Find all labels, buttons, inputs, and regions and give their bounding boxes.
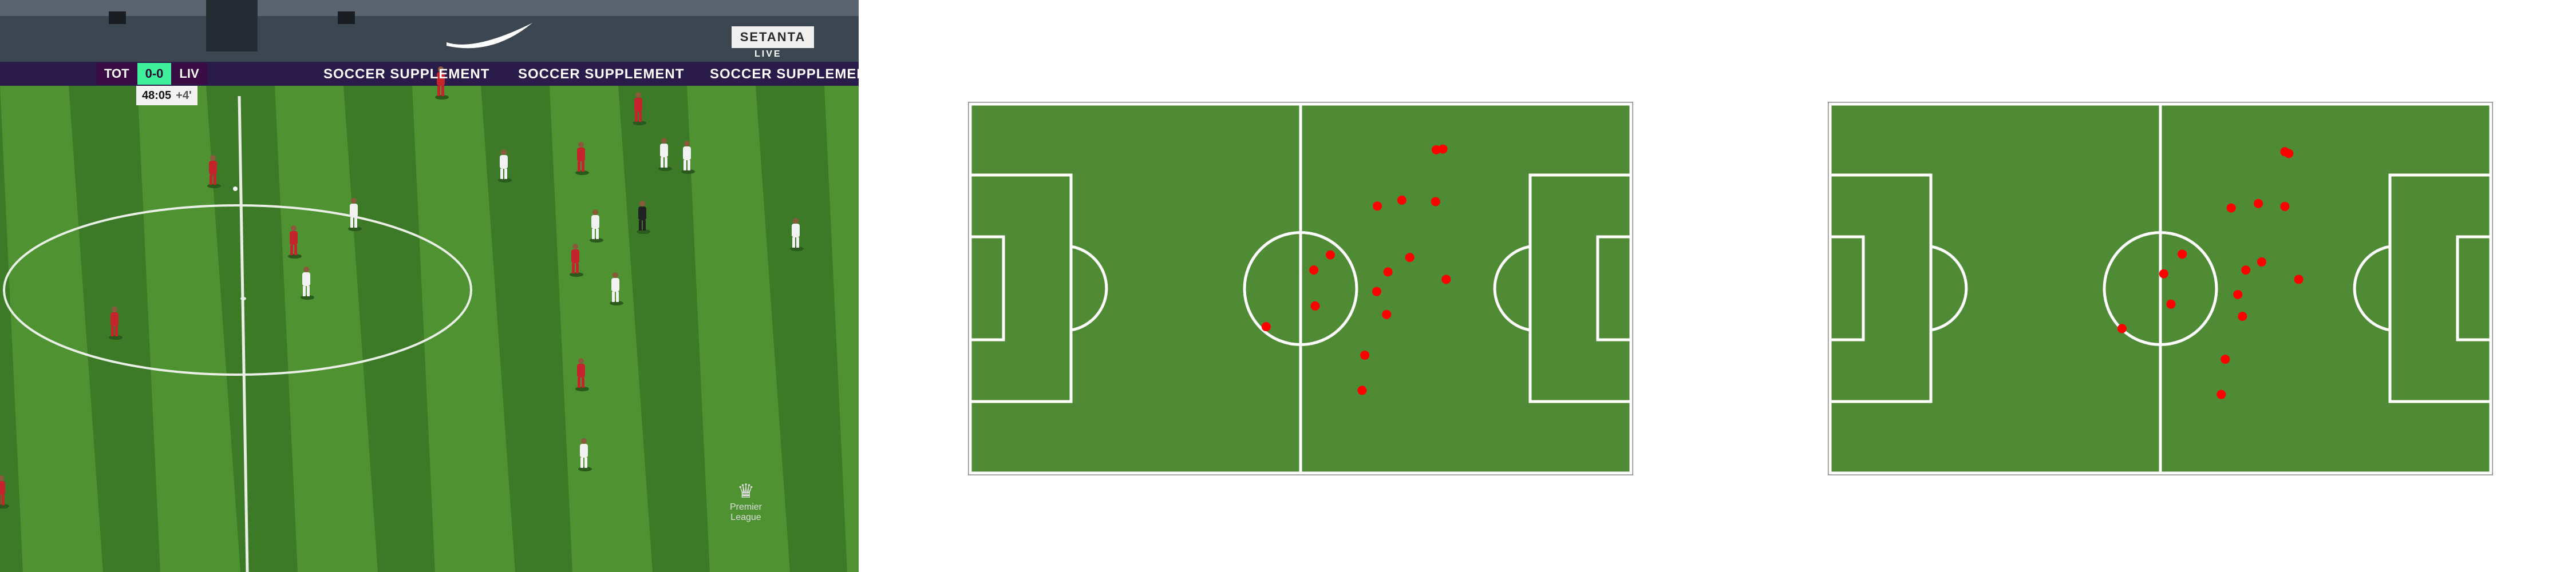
pitch-markings	[1828, 102, 2492, 475]
player-dot	[2178, 249, 2187, 259]
player-figure	[575, 358, 589, 391]
advertising-board-text: SOCCER SUPPLEMENT	[710, 66, 859, 82]
player-figure	[575, 142, 589, 175]
player-figure	[288, 225, 302, 259]
player-dot	[1431, 145, 1441, 154]
player-figure	[633, 92, 646, 125]
player-dot	[2166, 299, 2176, 309]
player-dot	[1431, 197, 1440, 206]
league-logo-text: Premier League	[729, 502, 762, 522]
grass-stripe	[550, 86, 653, 572]
player-figure	[681, 141, 695, 174]
broadcast-pitch-graphic	[0, 0, 859, 572]
player-figure	[0, 475, 9, 509]
player-dot	[1309, 265, 1319, 275]
tactical-map-2	[1828, 102, 2493, 475]
player-figure	[498, 149, 512, 182]
grass-stripe	[0, 86, 103, 572]
player-dot	[2254, 198, 2263, 208]
player-dot	[1383, 267, 1393, 277]
player-dot	[1438, 144, 1448, 154]
player-dot	[2257, 257, 2266, 267]
clock-time: 48:05	[142, 89, 172, 102]
broadcast-frame: SOCCER SUPPLEMENT SOCCER SUPPLEMENT SOCC…	[0, 0, 859, 572]
player-figure	[570, 244, 583, 277]
player-dot	[2280, 201, 2290, 211]
player-dot	[1372, 287, 1381, 296]
player-dot	[2294, 275, 2304, 284]
player-dot	[1382, 309, 1392, 319]
player-figure	[610, 272, 623, 305]
player-dot	[1441, 275, 1451, 284]
pitch-markings	[969, 102, 1633, 475]
home-team: TOT	[96, 63, 137, 85]
player-dot	[1310, 301, 1320, 311]
player-dot	[2117, 324, 2127, 333]
lion-icon: ♛	[737, 480, 755, 502]
player-figure	[637, 201, 650, 234]
player-dot	[2159, 269, 2168, 279]
player-figure	[590, 209, 603, 243]
player-dot	[2226, 203, 2236, 213]
player-dot	[1397, 195, 1406, 205]
player-dot	[1405, 253, 1415, 263]
player-dot	[2280, 147, 2290, 157]
player-dot	[2238, 312, 2247, 321]
score-bug: TOT 0-0 LIV	[96, 63, 207, 85]
advertising-board-text: SOCCER SUPPLEMENT	[518, 66, 685, 82]
score: 0-0	[137, 63, 172, 85]
player-dot	[1360, 350, 1370, 360]
player-dot	[1326, 250, 1336, 260]
tactical-map-1	[968, 102, 1633, 475]
player-figure	[578, 438, 592, 471]
player-dot	[2233, 289, 2243, 299]
ball	[233, 186, 238, 191]
added-time: +4'	[176, 89, 192, 102]
player-dot	[2217, 390, 2226, 399]
channel-badge: SETANTA	[732, 26, 814, 48]
player-dot	[1373, 201, 1382, 211]
grass-stripe	[824, 86, 859, 572]
live-tag: LIVE	[754, 49, 782, 59]
player-dot	[1261, 322, 1271, 332]
player-figure	[207, 155, 221, 188]
player-figure	[348, 198, 362, 231]
grass-stripe	[687, 86, 790, 572]
player-figure	[658, 138, 672, 171]
player-figure	[301, 267, 314, 300]
player-dot	[2241, 265, 2251, 275]
advertising-board-text: SOCCER SUPPLEMENT	[323, 66, 490, 82]
grass-stripe	[412, 86, 515, 572]
player-dot	[2221, 355, 2230, 364]
league-logo: ♛ Premier League	[726, 480, 766, 523]
player-figure	[435, 66, 449, 100]
grass-stripe	[137, 86, 240, 572]
away-team: LIV	[171, 63, 207, 85]
match-clock: 48:05 +4'	[136, 86, 197, 105]
player-dot	[1357, 386, 1367, 395]
player-figure	[109, 307, 123, 340]
player-figure	[790, 218, 804, 251]
